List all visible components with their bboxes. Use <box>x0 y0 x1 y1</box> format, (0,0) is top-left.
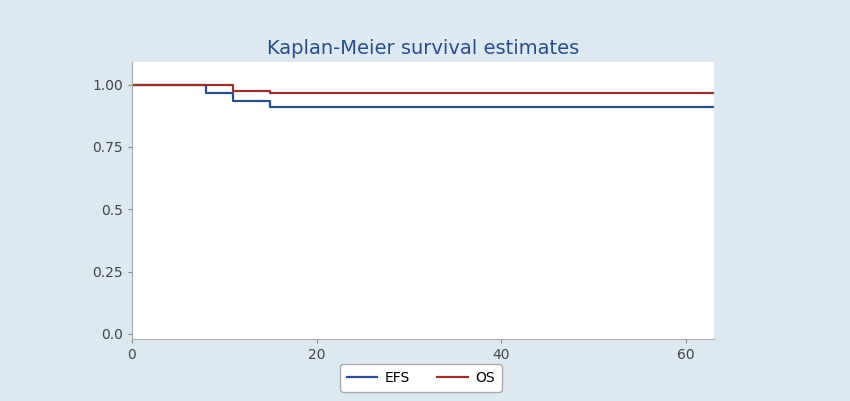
X-axis label: Analysis time: Analysis time <box>377 367 469 381</box>
Legend: EFS, OS: EFS, OS <box>340 364 501 392</box>
Title: Kaplan-Meier survival estimates: Kaplan-Meier survival estimates <box>267 39 579 58</box>
